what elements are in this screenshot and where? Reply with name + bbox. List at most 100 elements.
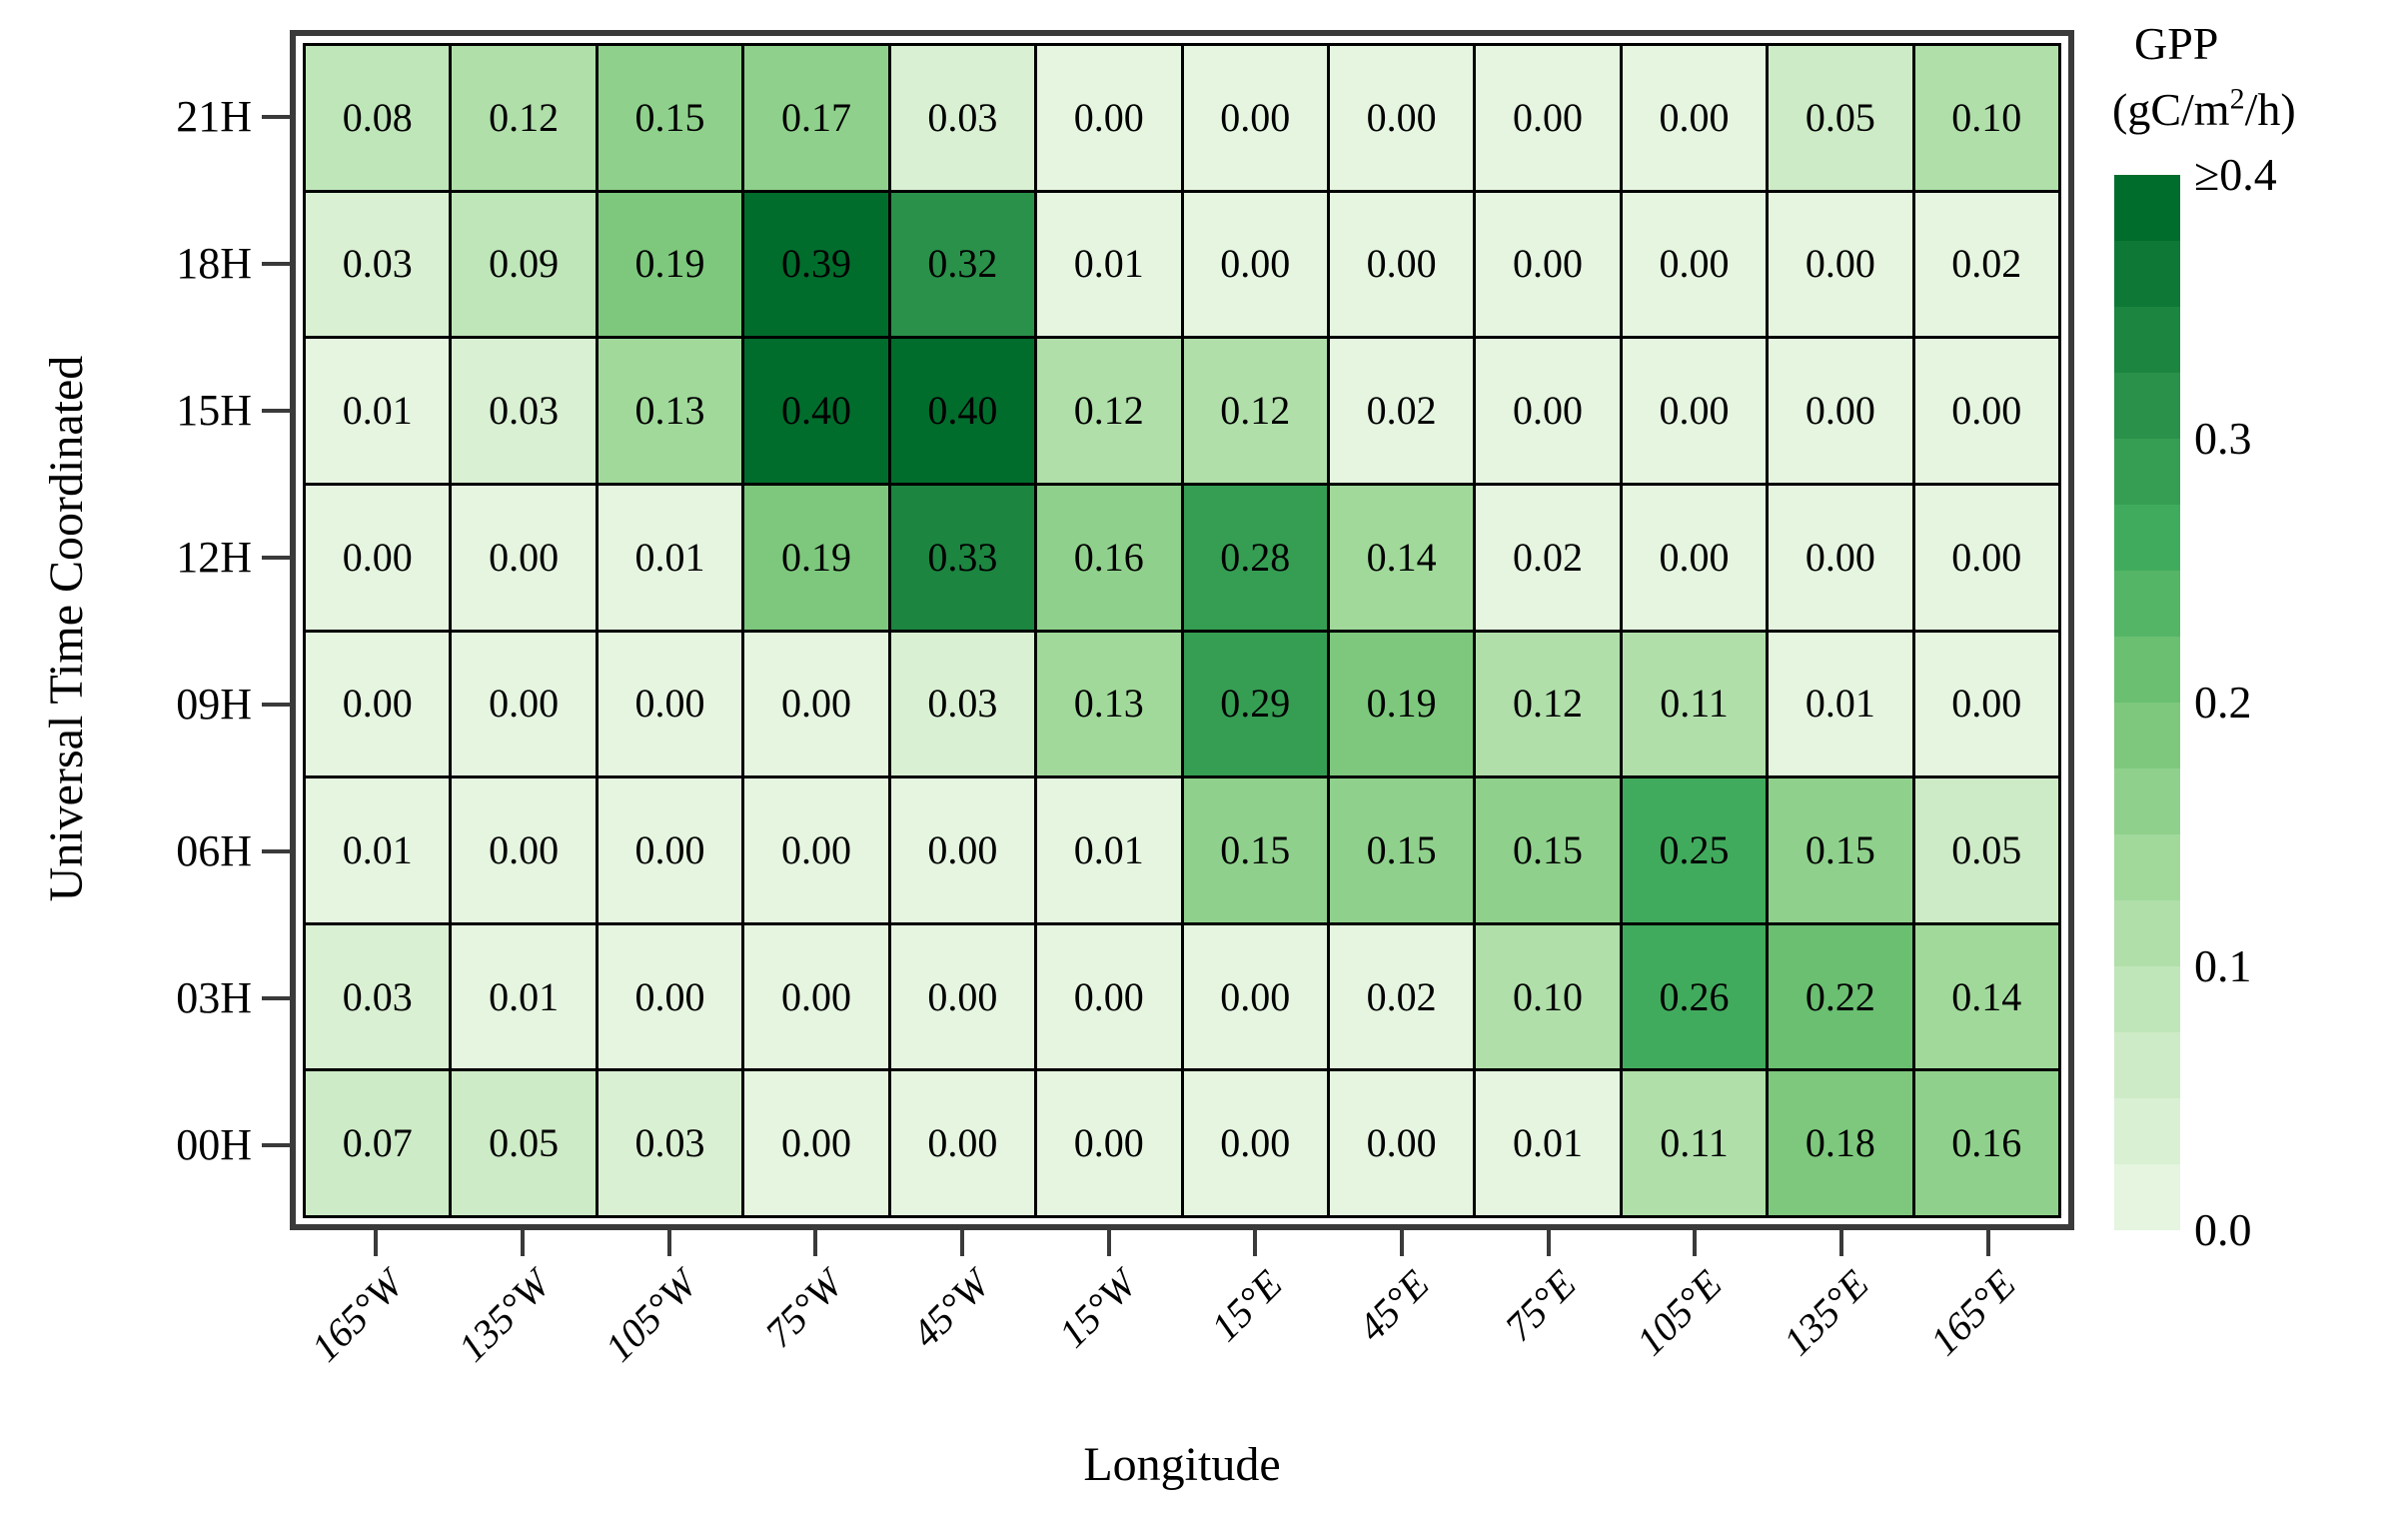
heatmap-cell: 0.03 [306,924,450,1069]
colorbar-units-prefix: (gC/m [2112,84,2230,135]
y-axis-tick [262,848,290,853]
heatmap-cell: 0.00 [744,1071,888,1215]
colorbar-step [2114,1164,2180,1230]
x-axis-tick [1400,1230,1404,1256]
heatmap-cell: 0.15 [1769,778,1912,922]
x-axis-tick [960,1230,964,1256]
x-axis-tick-label: 45°W [902,1261,998,1356]
heatmap-cell: 0.28 [1183,485,1327,630]
heatmap-cell: 0.32 [890,192,1035,337]
heatmap-cell: 0.02 [1914,192,2058,337]
colorbar [2114,175,2180,1230]
heatmap-cell: 0.00 [744,632,888,776]
heatmap-cell: 0.00 [744,924,888,1069]
x-axis-tick [1693,1230,1698,1256]
heatmap-cell: 0.07 [306,1071,450,1215]
y-axis-tick-label: 09H [176,679,252,729]
heatmap-cell: 0.02 [1329,339,1474,483]
colorbar-step [2114,307,2180,373]
heatmap-cell: 0.39 [744,192,888,337]
heatmap-cell: 0.00 [1037,1071,1181,1215]
heatmap-cell: 0.01 [1476,1071,1620,1215]
heatmap-cell: 0.10 [1476,924,1620,1069]
heatmap-cell: 0.00 [1769,485,1912,630]
y-axis-tick [262,555,290,560]
heatmap-cell: 0.00 [1622,339,1767,483]
colorbar-step [2114,571,2180,637]
x-axis-title: Longitude [1083,1438,1281,1491]
heatmap-grid: 0.08 0.12 0.15 0.17 0.03 0.00 0.00 0.00 0.00 0.00… [303,43,2061,1218]
colorbar-tick-label: 0.2 [2194,677,2252,728]
heatmap-cell: 0.00 [1329,1071,1474,1215]
heatmap-cell: 0.00 [1622,192,1767,337]
y-axis-tick [262,114,290,119]
x-axis-tick [666,1230,671,1256]
heatmap-cell: 0.12 [452,46,596,190]
colorbar-units-suffix: /h) [2244,84,2296,135]
colorbar-tick-label: 0.3 [2194,413,2252,464]
x-axis-tick-label: 165°E [1920,1261,2024,1364]
x-axis-tick-label: 45°E [1349,1261,1438,1350]
heatmap-cell: 0.19 [744,485,888,630]
heatmap-cell: 0.02 [1476,485,1620,630]
heatmap-cell: 0.40 [744,339,888,483]
x-axis-tick [1546,1230,1551,1256]
heatmap-cell: 0.12 [1037,339,1181,483]
heatmap-cell: 0.00 [452,632,596,776]
heatmap-cell: 0.00 [306,485,450,630]
y-axis-tick [262,995,290,1000]
heatmap-cell: 0.00 [598,632,742,776]
heatmap-cell: 0.01 [306,339,450,483]
heatmap-cell: 0.03 [890,632,1035,776]
y-axis-tick [262,261,290,266]
heatmap-cell: 0.00 [1476,46,1620,190]
heatmap-cell: 0.12 [1183,339,1327,483]
colorbar-step [2114,241,2180,307]
heatmap-cell: 0.14 [1914,924,2058,1069]
heatmap-cell: 0.10 [1914,46,2058,190]
x-axis-tick [1253,1230,1258,1256]
x-axis-tick-label: 105°W [596,1261,705,1371]
colorbar-step [2114,439,2180,505]
heatmap-cell: 0.18 [1769,1071,1912,1215]
heatmap-cell: 0.03 [890,46,1035,190]
heatmap-cell: 0.17 [744,46,888,190]
heatmap-cell: 0.13 [598,339,742,483]
heatmap-cell: 0.00 [890,1071,1035,1215]
colorbar-step [2114,900,2180,966]
heatmap-cell: 0.01 [598,485,742,630]
heatmap-cell: 0.33 [890,485,1035,630]
heatmap-cell: 0.19 [598,192,742,337]
y-axis-tick [262,408,290,413]
colorbar-tick-label: ≥0.4 [2194,149,2277,200]
heatmap-cell: 0.00 [1622,46,1767,190]
y-axis-tick [262,702,290,707]
x-axis-tick-label: 135°W [449,1261,559,1371]
x-axis-tick [374,1230,379,1256]
y-axis-tick-label: 18H [176,238,252,288]
y-axis-tick-label: 21H [176,91,252,141]
heatmap-cell: 0.00 [598,778,742,922]
heatmap-cell: 0.09 [452,192,596,337]
heatmap-cell: 0.16 [1037,485,1181,630]
x-axis-tick-label: 165°W [303,1261,413,1371]
heatmap-cell: 0.00 [598,924,742,1069]
x-axis-tick [521,1230,525,1256]
colorbar-step [2114,768,2180,834]
heatmap-cell: 0.00 [1183,924,1327,1069]
heatmap-cell: 0.16 [1914,1071,2058,1215]
heatmap-cell: 0.00 [1037,924,1181,1069]
y-axis-tick-label: 06H [176,825,252,875]
heatmap-cell: 0.00 [1183,192,1327,337]
x-axis-tick [1106,1230,1111,1256]
heatmap-cell: 0.11 [1622,1071,1767,1215]
colorbar-step [2114,505,2180,571]
x-axis-tick [1985,1230,1990,1256]
heatmap-cell: 0.01 [1037,778,1181,922]
y-axis-tick-label: 00H [176,1119,252,1169]
heatmap-cell: 0.03 [598,1071,742,1215]
heatmap-cell: 0.00 [1769,339,1912,483]
heatmap-cell: 0.00 [1914,485,2058,630]
heatmap-cell: 0.00 [1622,485,1767,630]
heatmap-cell: 0.00 [452,778,596,922]
